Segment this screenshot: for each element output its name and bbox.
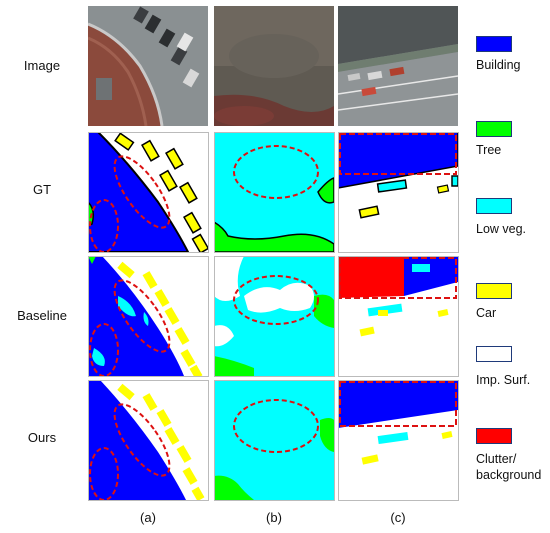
image-tile-a: [88, 6, 208, 126]
legend-label-car: Car: [476, 306, 497, 320]
legend-swatch-tree: [476, 121, 512, 137]
image-tile-b: [214, 6, 334, 126]
baseline-tile-c: [338, 256, 458, 376]
legend-label-low-veg: Low veg.: [476, 222, 527, 236]
column-label-a: (a): [140, 510, 156, 525]
ours-tile-c: [338, 380, 458, 500]
legend-label-clutter: Clutter/: [476, 452, 517, 466]
legend-label-building: Building: [476, 58, 521, 72]
row-label-baseline: Baseline: [17, 308, 67, 323]
gt-tile-b: [214, 132, 334, 252]
gt-tile-c: [338, 132, 458, 252]
baseline-tile-b: [214, 256, 334, 376]
image-tile-c: [338, 6, 458, 126]
column-label-c: (c): [390, 510, 406, 525]
legend-label-clutter-line2: background: [476, 468, 542, 482]
row-label-gt: GT: [32, 182, 52, 197]
baseline-tile-a: [88, 256, 208, 376]
legend-swatch-clutter: [476, 428, 512, 444]
row-label-ours: Ours: [27, 430, 57, 445]
gt-tile-a: [88, 132, 208, 252]
legend-swatch-low-veg: [476, 198, 512, 214]
ours-tile-a: [88, 380, 208, 500]
legend-swatch-building: [476, 36, 512, 52]
legend-label-tree: Tree: [476, 143, 502, 157]
legend-swatch-imp-surf: [476, 346, 512, 362]
column-label-b: (b): [266, 510, 282, 525]
ours-tile-b: [214, 380, 334, 500]
legend-label-imp-surf: Imp. Surf.: [476, 373, 531, 387]
row-label-image: Image: [23, 58, 61, 73]
legend-swatch-car: [476, 283, 512, 299]
